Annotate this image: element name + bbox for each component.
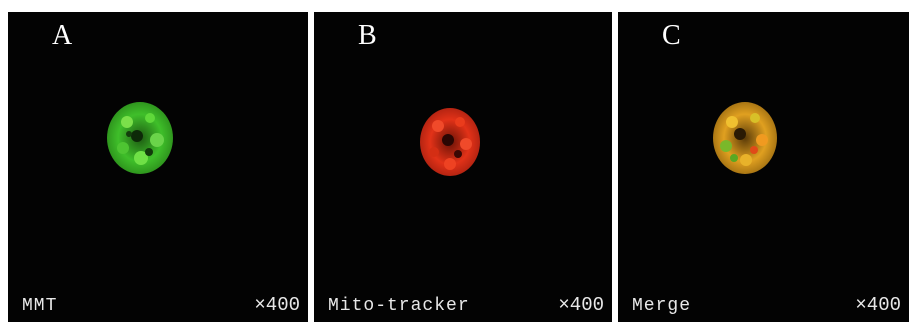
green-stained-cell <box>105 100 175 178</box>
panel-a: A MMT ×4 <box>8 12 308 322</box>
panel-caption: MMT <box>22 296 58 316</box>
panel-letter: B <box>358 20 377 51</box>
red-stained-cell <box>416 104 486 182</box>
panel-caption: Mito-tracker <box>328 296 470 316</box>
panel-b: B Mito-tracker ×4 <box>314 12 612 322</box>
magnification-label: ×400 <box>855 294 901 316</box>
panel-letter: A <box>52 20 73 51</box>
panel-caption: Merge <box>632 296 692 316</box>
merged-stained-cell <box>710 100 780 178</box>
panel-letter: C <box>662 20 681 51</box>
panel-c: C Merge <box>618 12 909 322</box>
magnification-label: ×400 <box>558 294 604 316</box>
magnification-label: ×400 <box>254 294 300 316</box>
